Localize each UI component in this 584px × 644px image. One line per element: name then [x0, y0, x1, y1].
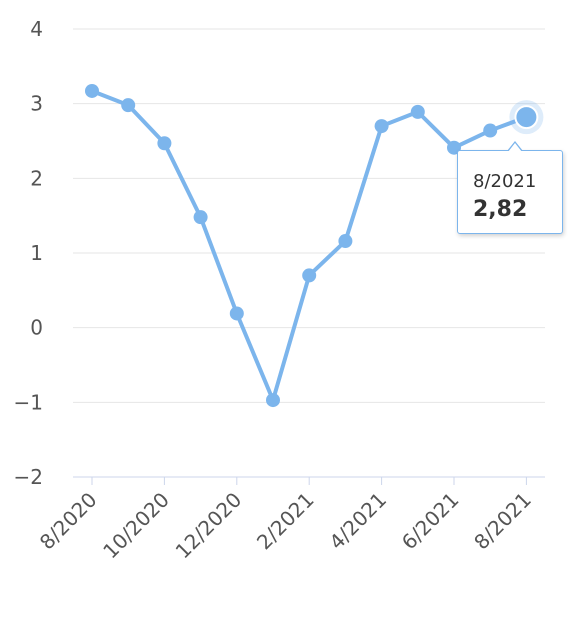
data-point[interactable] [266, 393, 280, 408]
y-axis-labels: 4 3 2 1 0 −1 −2 [14, 17, 43, 489]
y-tick-label: 0 [30, 316, 43, 340]
tooltip: 8/2021 2,82 [457, 141, 563, 234]
x-tick-label: 8/2021 [469, 488, 536, 555]
data-point[interactable] [121, 98, 136, 113]
data-point[interactable] [85, 83, 99, 98]
data-point[interactable] [302, 268, 317, 283]
data-point[interactable] [374, 119, 389, 134]
x-tick-label: 2/2021 [252, 488, 319, 555]
data-point[interactable] [157, 136, 172, 151]
y-tick-label: 4 [30, 17, 43, 41]
data-point-highlighted[interactable] [514, 105, 539, 130]
y-tick-label: 3 [30, 92, 43, 116]
data-point[interactable] [229, 306, 244, 321]
y-tick-label: 1 [30, 241, 43, 265]
data-point[interactable] [483, 123, 498, 138]
y-tick-label: −2 [14, 465, 43, 489]
x-tick-label: 10/2020 [98, 488, 174, 564]
x-tick-label: 6/2021 [397, 488, 464, 555]
y-tick-label: −1 [14, 390, 43, 414]
tooltip-caret-inner [508, 143, 522, 152]
data-points [85, 83, 544, 408]
data-point[interactable] [193, 210, 208, 225]
data-point[interactable] [410, 104, 425, 119]
series-line [90, 88, 529, 403]
x-tick-label: 8/2020 [35, 488, 102, 555]
data-point[interactable] [338, 234, 353, 249]
tooltip-date: 8/2021 [473, 171, 537, 192]
x-tick-label: 4/2021 [324, 488, 391, 555]
x-tick-label: 12/2020 [171, 488, 247, 564]
y-tick-label: 2 [30, 166, 43, 190]
tooltip-value: 2,82 [473, 197, 528, 222]
gridlines [73, 28, 545, 478]
series-line-group [90, 88, 529, 403]
